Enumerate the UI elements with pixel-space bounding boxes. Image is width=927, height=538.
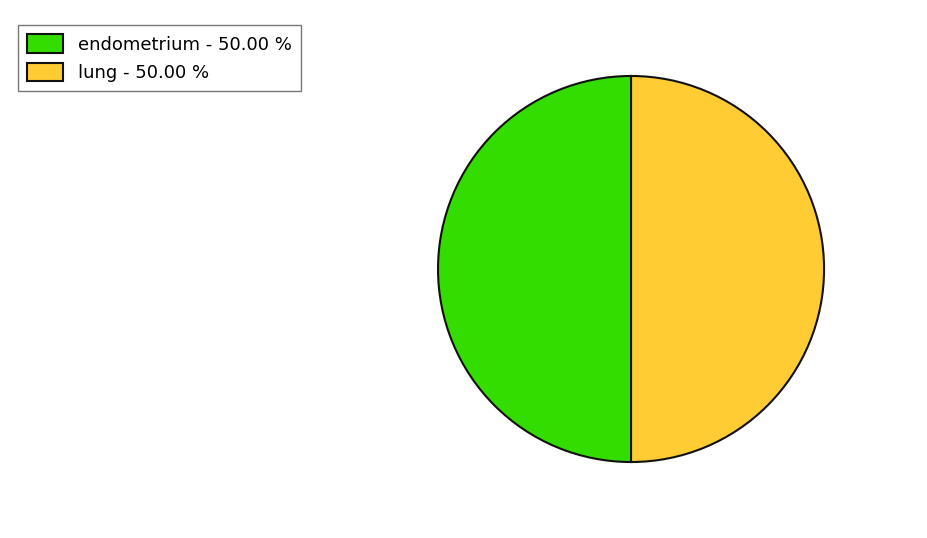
Legend: endometrium - 50.00 %, lung - 50.00 %: endometrium - 50.00 %, lung - 50.00 % <box>19 25 300 91</box>
Wedge shape <box>438 76 630 462</box>
Wedge shape <box>630 76 823 462</box>
